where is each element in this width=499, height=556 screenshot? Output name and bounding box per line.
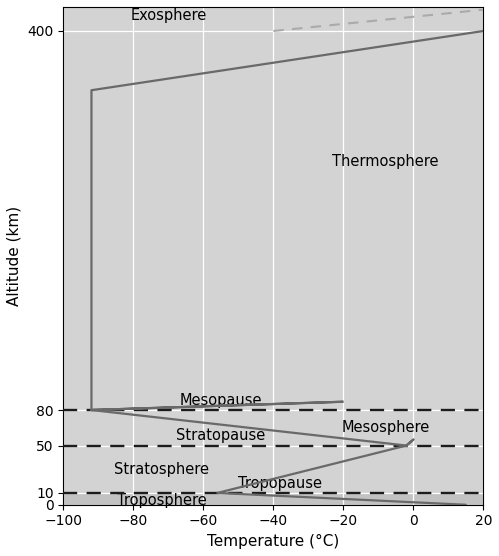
Text: Tropopause: Tropopause	[239, 475, 322, 490]
Text: Mesosphere: Mesosphere	[341, 420, 430, 435]
Text: Stratopause: Stratopause	[176, 428, 265, 443]
Y-axis label: Altitude (km): Altitude (km)	[7, 206, 22, 306]
Text: Stratosphere: Stratosphere	[114, 461, 209, 476]
Text: Exosphere: Exosphere	[130, 8, 207, 23]
Text: Mesopause: Mesopause	[180, 393, 262, 408]
Bar	[63, 493, 484, 505]
Text: Troposphere: Troposphere	[117, 493, 206, 508]
Text: Thermosphere: Thermosphere	[332, 154, 439, 169]
X-axis label: Temperature (°C): Temperature (°C)	[207, 534, 339, 549]
